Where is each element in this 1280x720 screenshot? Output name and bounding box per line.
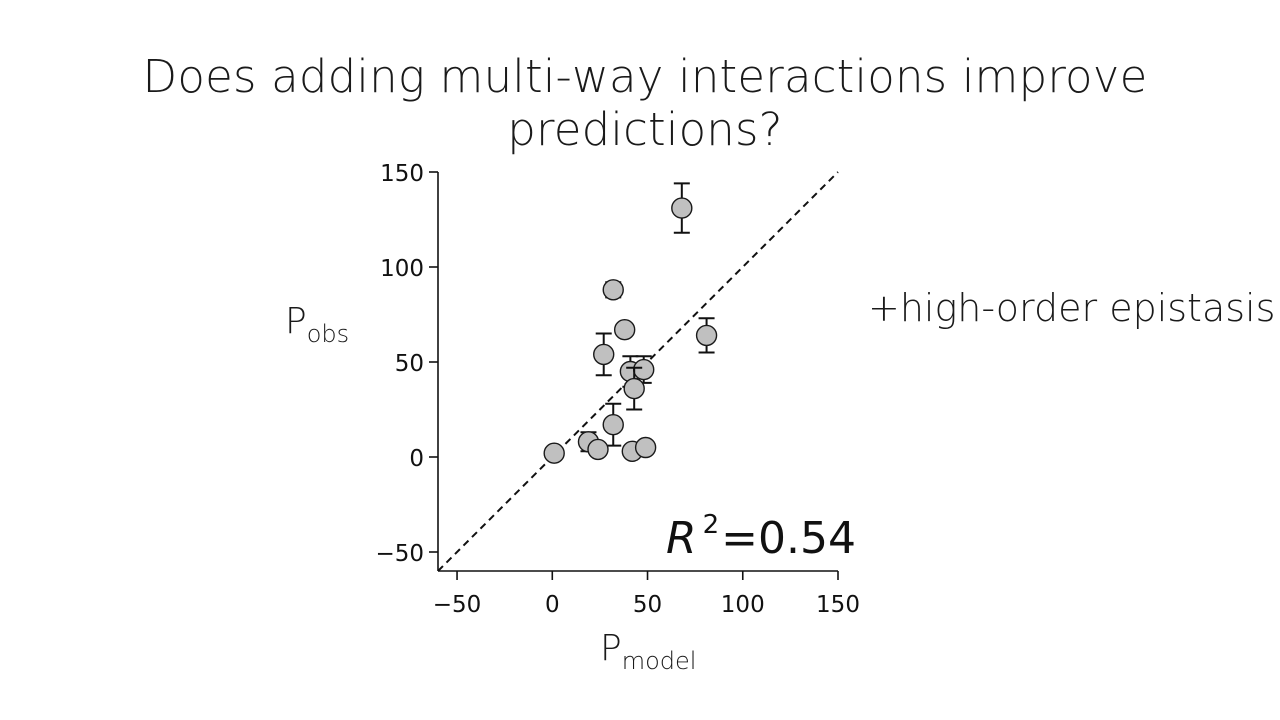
data-point — [695, 324, 718, 347]
y-tick-label: 100 — [380, 256, 424, 282]
x-tick-label: 50 — [633, 592, 662, 618]
axes-layer: −50 0 50 100 150 −50 0 50 100 150 — [375, 161, 860, 618]
x-tick-label: 150 — [816, 592, 860, 618]
y-tick-label: 50 — [395, 351, 424, 377]
x-tick-label: 100 — [721, 592, 765, 618]
data-point — [671, 197, 693, 219]
model-label: +high-order epistasis — [868, 286, 1276, 330]
data-point — [593, 343, 615, 366]
slide-title: Does adding multi-way interactions impro… — [142, 50, 1148, 156]
x-tick-label: −50 — [433, 592, 482, 618]
data-point — [633, 358, 655, 381]
r-squared-annotation: R 2=0.54 — [666, 510, 856, 564]
points-layer — [543, 182, 718, 464]
data-point — [602, 414, 624, 436]
y-axis-title: Pobs — [285, 301, 349, 348]
y-tick-label: 0 — [409, 446, 424, 472]
data-point — [543, 442, 565, 464]
data-point — [623, 377, 645, 400]
y-tick-label: 150 — [380, 161, 424, 187]
data-point — [602, 279, 624, 301]
x-tick-label: 0 — [545, 592, 560, 618]
data-point — [613, 319, 636, 341]
data-point — [587, 438, 609, 461]
data-point — [634, 436, 657, 459]
y-tick-label: −50 — [375, 541, 424, 567]
x-axis-title: Pmodel — [600, 628, 696, 675]
